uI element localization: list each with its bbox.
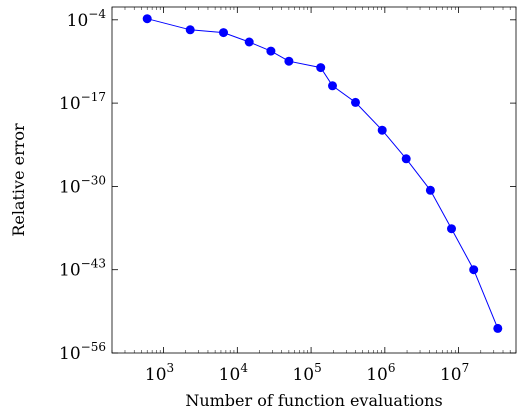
x-tick-label: 107 <box>440 361 469 385</box>
x-tick-label: 103 <box>145 361 174 385</box>
y-tick-base: 10 <box>59 177 81 197</box>
y-tick-exponent: −43 <box>81 257 106 271</box>
y-tick-exponent: −17 <box>81 90 106 104</box>
x-tick-base: 10 <box>366 365 388 385</box>
data-point <box>377 125 387 135</box>
y-tick-base: 10 <box>59 344 81 364</box>
series-points <box>142 14 503 333</box>
x-tick-label: 106 <box>366 361 395 385</box>
x-tick-label: 104 <box>219 361 249 385</box>
x-tick-exponent: 4 <box>240 361 248 375</box>
x-tick-exponent: 5 <box>314 361 322 375</box>
y-tick-exponent: −56 <box>81 340 106 354</box>
y-axis-label: Relative error <box>9 123 28 237</box>
data-point <box>328 81 337 91</box>
y-tick-base: 10 <box>67 11 89 31</box>
x-tick-base: 10 <box>145 365 167 385</box>
data-point <box>425 185 435 195</box>
data-point <box>493 323 503 333</box>
y-tick-label: 10−17 <box>59 90 106 114</box>
data-point <box>469 265 479 275</box>
data-point <box>284 56 294 66</box>
x-tick-labels: 103 104 105 106 107 <box>145 361 469 385</box>
y-tick-label: 10−4 <box>67 7 107 31</box>
y-tick-label: 10−30 <box>59 173 106 197</box>
x-axis-label: Number of function evaluations <box>185 391 442 410</box>
data-point <box>447 224 456 234</box>
minor-ticks <box>111 7 517 353</box>
data-point <box>244 37 254 47</box>
x-tick-base: 10 <box>219 365 241 385</box>
x-tick-base: 10 <box>440 365 462 385</box>
data-point <box>401 154 411 164</box>
major-ticks <box>112 7 516 354</box>
data-point <box>142 14 152 24</box>
x-tick-base: 10 <box>292 365 314 385</box>
y-tick-base: 10 <box>59 261 81 281</box>
plot-frame <box>111 6 517 354</box>
x-tick-exponent: 7 <box>462 361 470 375</box>
y-tick-label: 10−43 <box>59 257 106 281</box>
data-point <box>316 63 326 73</box>
data-point <box>266 46 276 56</box>
x-tick-exponent: 3 <box>167 361 175 375</box>
data-point <box>219 28 228 38</box>
x-tick-exponent: 6 <box>388 361 396 375</box>
y-tick-exponent: −4 <box>88 7 106 21</box>
data-point <box>185 25 195 35</box>
x-tick-label: 105 <box>292 361 321 385</box>
y-tick-base: 10 <box>59 94 81 114</box>
data-point <box>351 97 360 107</box>
y-tick-exponent: −30 <box>81 173 106 187</box>
y-tick-label: 10−56 <box>59 340 106 364</box>
